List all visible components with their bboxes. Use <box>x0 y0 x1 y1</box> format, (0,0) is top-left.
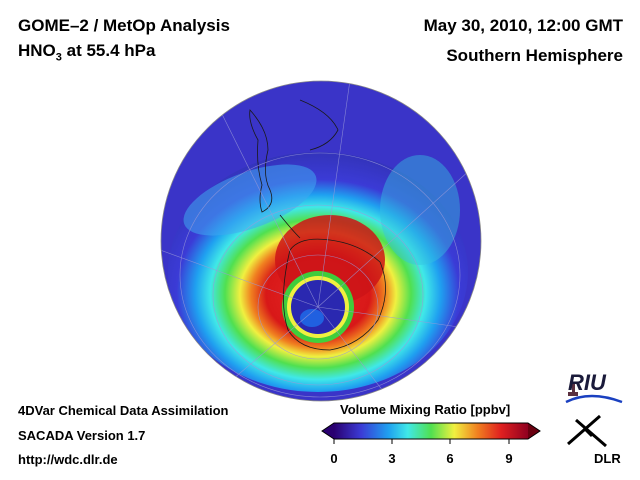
coastlines <box>249 99 386 351</box>
colorbar-title: Volume Mixing Ratio [ppbv] <box>340 402 511 417</box>
colorbar-tick: 9 <box>505 451 513 466</box>
colorbar-tick: 0 <box>330 451 338 466</box>
dlr-logo: DLR <box>594 451 621 466</box>
colorbar <box>321 422 541 444</box>
riu-logo: RIU <box>568 370 606 395</box>
species-subscript: 3 <box>55 51 62 64</box>
species-name: HNO <box>18 41 56 60</box>
url-link[interactable]: http://wdc.dlr.de <box>18 452 118 467</box>
colorbar-tick: 3 <box>388 451 396 466</box>
title-instrument: GOME–2 / MetOp Analysis <box>18 16 230 35</box>
colorbar-tick: 6 <box>446 451 454 466</box>
dlr-logo-mark <box>567 414 607 448</box>
title-species: HNO3 at 55.4 hPa <box>18 41 155 63</box>
graticule <box>161 81 481 401</box>
version-label: SACADA Version 1.7 <box>18 428 146 443</box>
field-layer <box>161 81 481 401</box>
region-label: Southern Hemisphere <box>446 46 623 65</box>
riu-logo-mark <box>565 382 623 404</box>
species-level: at 55.4 hPa <box>61 41 156 60</box>
date-label: May 30, 2010, 12:00 GMT <box>423 16 623 35</box>
model-label: 4DVar Chemical Data Assimilation <box>18 403 229 418</box>
